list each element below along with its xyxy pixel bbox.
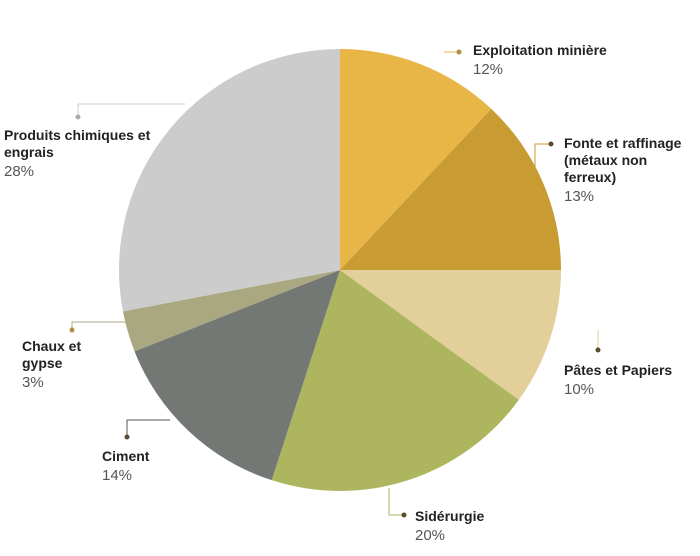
leader-dot <box>124 434 130 440</box>
leader-line <box>534 143 551 175</box>
leader-line <box>388 488 404 516</box>
slice-label: Chaux et gypse 3% <box>22 338 82 391</box>
category-name: Sidérurgie <box>415 508 485 524</box>
leader-dot <box>548 141 554 147</box>
leader-dot <box>401 512 407 518</box>
value-label: 13% <box>564 188 595 205</box>
value-label: 3% <box>22 374 44 391</box>
pie-slice <box>340 108 561 270</box>
slice-label: Produits chimiques et engrais 28% <box>4 127 164 180</box>
category-name: Pâtes et Papiers <box>564 362 673 378</box>
pie-slice <box>340 49 492 270</box>
pie-slice <box>122 270 340 352</box>
slice-label: Ciment 14% <box>102 448 212 484</box>
category-name: Exploitation minière <box>473 42 607 58</box>
value-label: 14% <box>102 467 133 484</box>
slice-label: Fonte et raffinage (métaux non ferreux) 1… <box>564 135 692 205</box>
value-label: 20% <box>415 527 446 544</box>
value-label: 12% <box>473 61 504 78</box>
category-name: Fonte et raffinage (métaux non ferreux) <box>564 135 682 185</box>
category-name: Chaux et gypse <box>22 338 82 371</box>
category-name: Produits chimiques et engrais <box>4 127 151 160</box>
leader-dot <box>69 327 75 333</box>
slice-label: Pâtes et Papiers 10% <box>564 362 674 398</box>
leader-line <box>126 419 170 437</box>
pie-slice <box>340 270 561 400</box>
leader-line <box>71 321 170 330</box>
slice-label: Sidérurgie 20% <box>415 508 535 544</box>
slice-label: Exploitation minière 12% <box>473 42 643 78</box>
leader-dot <box>456 49 462 55</box>
pie-slice <box>271 270 519 491</box>
pie-slice <box>118 49 340 312</box>
leader-line <box>77 103 185 117</box>
value-label: 10% <box>564 381 595 398</box>
leader-dot <box>595 347 601 353</box>
pie-slice <box>134 270 340 481</box>
value-label: 28% <box>4 163 35 180</box>
leader-dot <box>75 114 81 120</box>
category-name: Ciment <box>102 448 150 464</box>
